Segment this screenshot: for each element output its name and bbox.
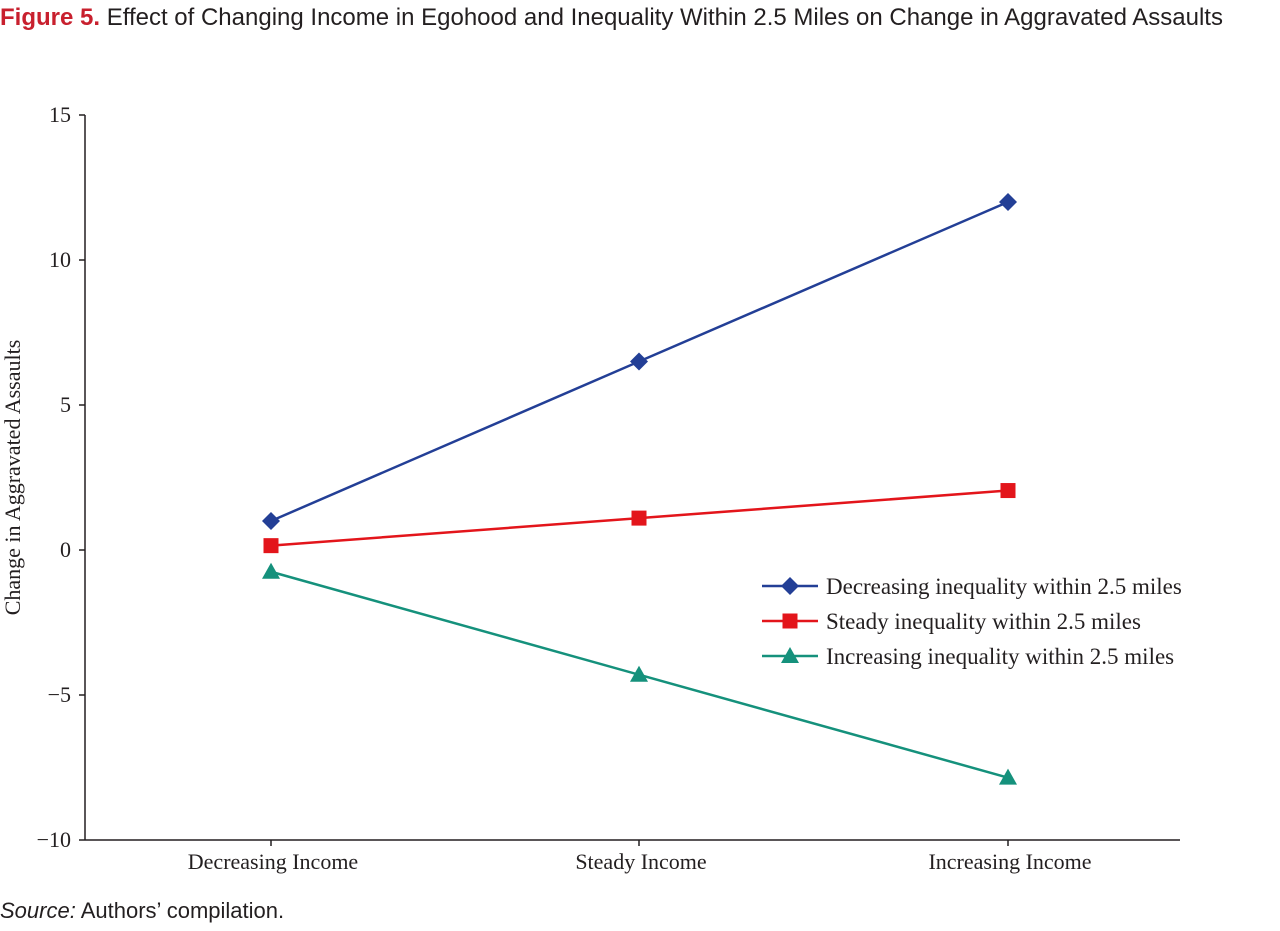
data-point — [262, 562, 280, 579]
x-tick-label: Increasing Income — [928, 849, 1091, 874]
legend-item: Decreasing inequality within 2.5 miles — [762, 574, 1182, 599]
legend-marker — [781, 647, 799, 663]
y-tick-label: 15 — [49, 102, 71, 127]
data-point — [262, 512, 280, 530]
data-point — [1000, 483, 1016, 499]
data-point — [630, 352, 648, 371]
x-tick-label: Decreasing Income — [188, 849, 358, 874]
series-1 — [262, 193, 1017, 530]
data-point — [999, 768, 1017, 785]
chart-legend: Decreasing inequality within 2.5 miles St… — [762, 574, 1182, 669]
legend-item: Increasing inequality within 2.5 miles — [762, 644, 1174, 669]
source-text: Authors’ compilation. — [75, 898, 285, 923]
legend-item: Steady inequality within 2.5 miles — [762, 609, 1141, 634]
y-tick-label: −10 — [37, 827, 71, 852]
series-3 — [262, 562, 1017, 785]
y-tick-label: 5 — [60, 392, 71, 417]
legend-marker — [781, 577, 799, 595]
data-point — [263, 538, 279, 554]
chart-axes: 15 10 5 0 −5 −10 Decreasing Income Steady Incom… — [0, 102, 1180, 874]
legend-marker — [782, 613, 798, 629]
y-tick-label: 0 — [60, 537, 71, 562]
figure-title: Effect of Changing Income in Egohood and… — [100, 4, 1223, 31]
source-label: Source: — [0, 898, 76, 923]
legend-label: Decreasing inequality within 2.5 miles — [826, 574, 1182, 599]
source-note: Source: Authors’ compilation. — [0, 898, 284, 924]
series-2 — [263, 483, 1016, 554]
data-point — [630, 665, 648, 682]
figure-label: Figure 5. — [0, 4, 101, 31]
y-tick-label: −5 — [48, 682, 71, 707]
data-point — [999, 193, 1017, 211]
chart-series — [262, 193, 1017, 785]
data-point — [631, 510, 647, 526]
legend-label: Steady inequality within 2.5 miles — [826, 609, 1141, 634]
y-tick-label: 10 — [49, 247, 71, 272]
x-tick-label: Steady Income — [575, 849, 706, 874]
figure-caption: Figure 5. Effect of Changing Income in E… — [0, 0, 1270, 36]
legend-label: Increasing inequality within 2.5 miles — [826, 644, 1174, 669]
y-axis-label: Change in Aggravated Assaults — [0, 340, 25, 616]
